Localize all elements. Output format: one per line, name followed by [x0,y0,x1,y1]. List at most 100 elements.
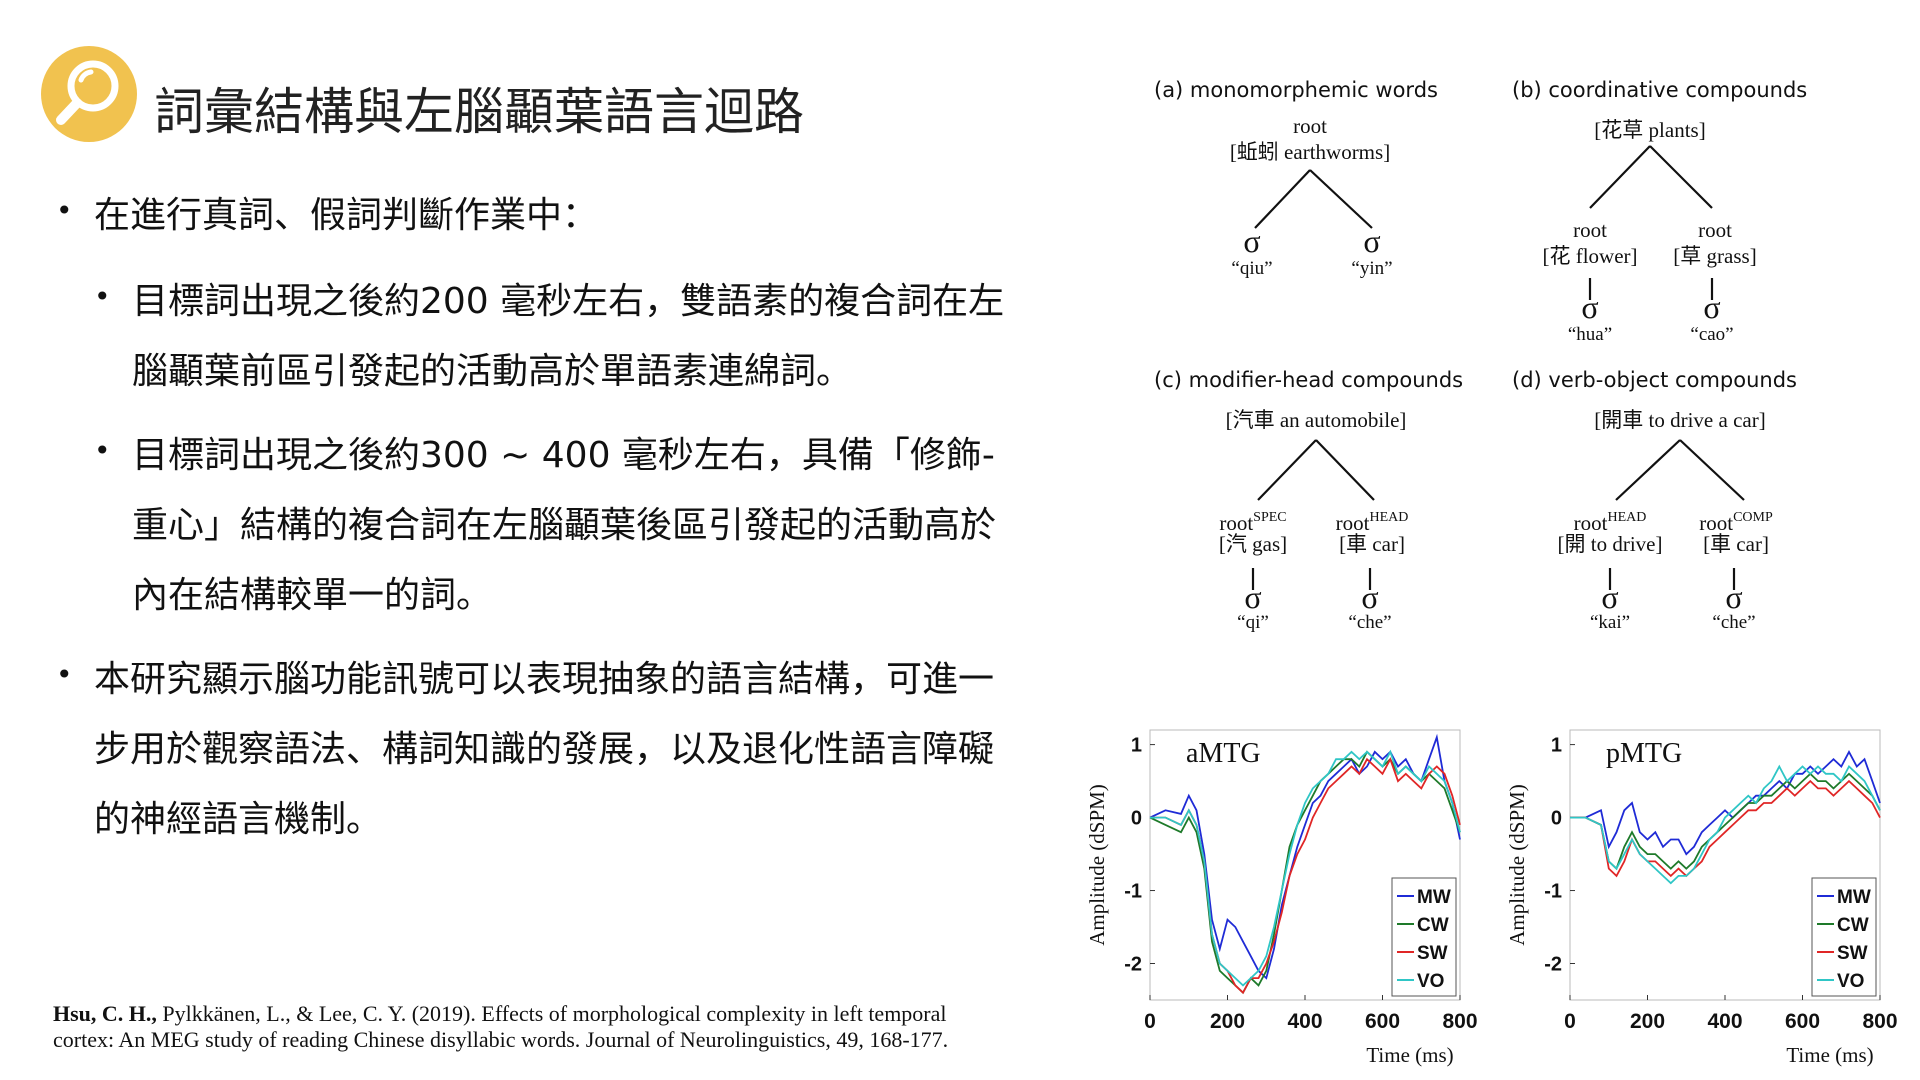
bullet-1-1-line2: 腦顳葉前區引發起的活動高於單語素連綿詞。 [132,351,853,392]
bullet-1-2-line3: 內在結構較單一的詞。 [132,575,493,616]
tree-a-sigma-right: σ [1363,223,1381,259]
y-tick-label: 1 [1131,735,1142,757]
bullet-dot: • [94,434,111,467]
legend-label-vo: VO [1837,971,1864,992]
tree-c-top: [汽車 an automobile] [1225,408,1407,432]
series-line-vo [1570,764,1881,885]
tree-d-left-sup: HEAD [1607,510,1647,525]
x-tick-label: 800 [1862,1010,1897,1033]
bullet-1-2-line1: 目標詞出現之後約300 ~ 400 毫秒左右，具備「修飾- [132,435,995,476]
y-tick-label: 0 [1551,808,1562,830]
citation-rest: Pylkkänen, L., & Lee, C. Y. (2019). Effe… [53,1001,949,1052]
tree-d-left-root: rootHEAD [1574,506,1647,535]
tree-c-heading: (c) modifier-head compounds [1154,368,1464,392]
citation-author: Hsu, C. H., [53,1001,157,1026]
y-tick-label: 1 [1551,735,1562,757]
bullet-1-1-line1: 目標詞出現之後約200 毫秒左右，雙語素的複合詞在左 [132,281,1005,322]
x-tick-label: 400 [1287,1010,1322,1033]
legend-label-sw: SW [1837,943,1868,964]
tree-a-syllable-left: “qiu” [1231,258,1273,279]
bullet-1: 在進行真詞、假詞判斷作業中： [94,195,599,236]
tree-b-right-root: root [1698,218,1732,242]
legend-label-mw: MW [1417,887,1451,908]
tree-a-sigma-left: σ [1243,223,1261,259]
tree-d-right-sup: COMP [1733,510,1773,525]
x-tick-label: 400 [1707,1010,1742,1033]
y-tick-label: -2 [1124,954,1142,976]
pmtg-chart: 0 200 400 600 800 1 0 -1 -2 pMTG Amplitude (dSPM) T… [1505,729,1898,1067]
legend-label-vo: VO [1417,971,1444,992]
bullet-2-line3: 的神經語言機制。 [94,799,383,840]
tree-b-syllable-right: “cao” [1690,324,1734,345]
tree-d-left-gloss: [開 to drive] [1557,532,1663,556]
y-tick-label: -2 [1544,954,1562,976]
legend-box [1391,877,1457,997]
y-axis-label: Amplitude (dSPM) [1085,784,1109,946]
tree-c-sigma-right: σ [1361,579,1379,615]
tree-a-gloss: [蚯蚓 earthworms] [1229,140,1391,164]
x-tick-label: 800 [1442,1010,1477,1033]
tree-c-left-root-label: root [1219,511,1254,535]
tree-a-root: root [1293,114,1327,138]
tree-c-left-gloss: [汽 gas] [1218,532,1288,556]
tree-d-syllable-left: “kai” [1589,612,1631,633]
bullet-dot: • [56,658,73,691]
tree-b-sigma-left: σ [1581,289,1599,325]
x-axis-label: Time (ms) [1786,1043,1873,1067]
legend-label-cw: CW [1417,915,1449,936]
tree-b-left-root: root [1573,218,1607,242]
tree-a-heading: (a) monomorphemic words [1154,78,1438,102]
tree-d-top: [開車 to drive a car] [1594,408,1766,432]
tree-b-top: [花草 plants] [1594,118,1706,142]
x-tick-label: 200 [1210,1010,1245,1033]
magnifier-icon [56,60,119,125]
tree-d-left-root-label: root [1573,511,1608,535]
tree-c-syllable-left: “qi” [1237,612,1269,633]
tree-c-left-sup: SPEC [1253,510,1287,525]
tree-d-right-gloss: [車 car] [1703,532,1769,556]
morphology-trees: (a) monomorphemic words root [蚯蚓 earthwo… [1150,78,1890,638]
chart-title: aMTG [1186,738,1261,769]
series-line-cw [1570,772,1881,871]
y-tick-label: 0 [1131,808,1142,830]
x-tick-label: 200 [1630,1010,1665,1033]
legend-label-cw: CW [1837,915,1869,936]
chart-title: pMTG [1606,738,1682,769]
legend-label-sw: SW [1417,943,1448,964]
x-tick-label: 600 [1785,1010,1820,1033]
x-axis-label: Time (ms) [1366,1043,1453,1067]
y-axis-label: Amplitude (dSPM) [1505,784,1529,946]
tree-d-heading: (d) verb-object compounds [1512,368,1797,392]
tree-c-syllable-right: “che” [1348,612,1392,633]
x-tick-label: 600 [1365,1010,1400,1033]
tree-b-left-gloss: [花 flower] [1542,244,1638,268]
series-line-vo [1150,749,1461,987]
tree-c-right-sup: HEAD [1369,510,1409,525]
bullet-dot: • [56,194,73,227]
tree-a-syllable-right: “yin” [1351,258,1393,279]
magnifier-logo [41,46,137,142]
tree-lines [1251,145,1745,590]
tree-c-right-root-label: root [1335,511,1370,535]
tree-b-heading: (b) coordinative compounds [1512,78,1808,102]
bullet-1-2-line2: 重心」結構的複合詞在左腦顳葉後區引發起的活動高於 [132,505,997,546]
tree-c-left-root: rootSPEC [1219,506,1286,535]
series-line-mw [1149,733,1461,980]
tree-c-sigma-left: σ [1244,579,1262,615]
y-tick-label: -1 [1124,881,1142,903]
citation: Hsu, C. H., Pylkkänen, L., & Lee, C. Y. … [53,1001,1013,1053]
legend-label-mw: MW [1837,887,1871,908]
x-tick-label: 0 [1564,1010,1576,1033]
x-tick-label: 0 [1144,1010,1156,1033]
y-tick-label: -1 [1544,881,1562,903]
bullet-2-line2: 步用於觀察語法、構詞知識的發展，以及退化性語言障礙 [94,729,995,770]
page-title: 詞彙結構與左腦顳葉語言迴路 [154,83,804,141]
tree-b-right-gloss: [草 grass] [1673,244,1757,268]
tree-b-sigma-right: σ [1703,289,1721,325]
bullet-2-line1: 本研究顯示腦功能訊號可以表現抽象的語言結構，可進一 [94,659,995,700]
tree-c-right-root: rootHEAD [1336,506,1409,535]
tree-b-syllable-left: “hua” [1567,324,1613,345]
tree-d-right-root: rootCOMP [1699,506,1773,535]
tree-d-right-root-label: root [1699,511,1734,535]
tree-d-sigma-right: σ [1725,579,1743,615]
